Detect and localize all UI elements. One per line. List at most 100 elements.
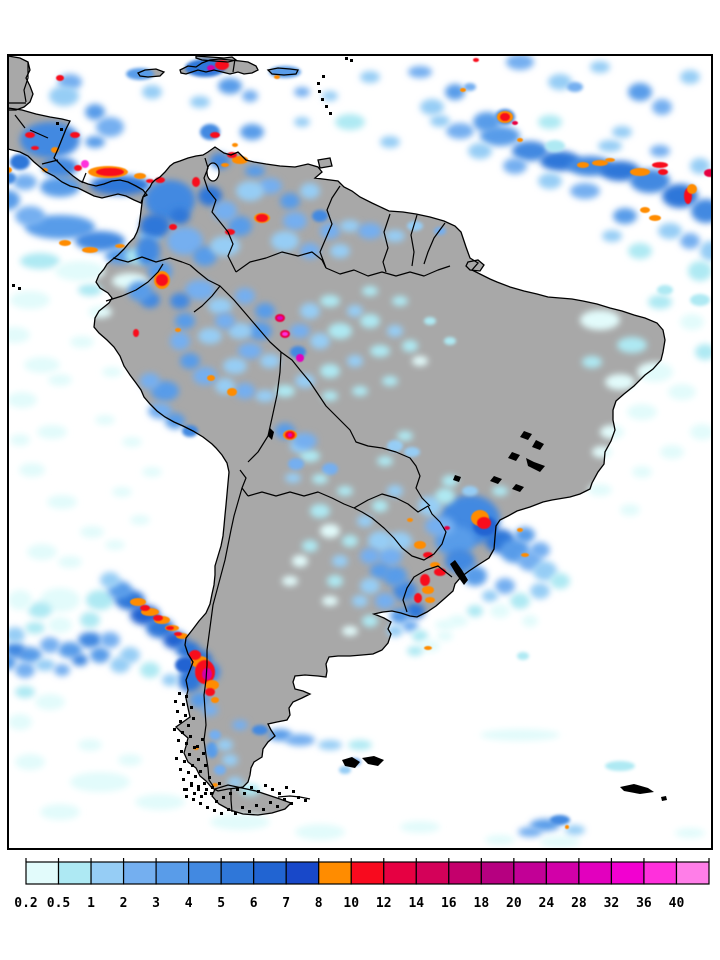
colorbar-tick-label: 36 [636, 896, 652, 911]
precip-extreme-cell [424, 646, 432, 650]
precip-cell [628, 243, 652, 259]
fjord-island-speckle [236, 788, 239, 791]
colorbar-cell [155, 861, 190, 885]
fjord-island-speckle [229, 792, 232, 795]
precip-extreme-cell [221, 163, 229, 167]
south-georgia-islet [661, 796, 667, 801]
precip-cell [680, 314, 704, 330]
fjord-island-speckle [218, 782, 221, 785]
precip-cell [680, 70, 700, 84]
fjord-island-speckle [283, 798, 286, 801]
precip-extreme-cell [155, 177, 165, 183]
country-border [235, 251, 327, 273]
precip-cell [602, 230, 622, 242]
country-border [325, 265, 451, 277]
precip-cell [420, 99, 444, 115]
precip-cell [467, 605, 483, 617]
fjord-island-speckle [179, 720, 182, 723]
precip-cell [538, 115, 562, 129]
precip-cell [620, 504, 640, 516]
precip-cell [218, 78, 242, 94]
colorbar-cell [188, 861, 222, 885]
colorbar: 0.2 0.5 1 2 3 4 5 6 7 8 10 12 14 16 18 20 24 28 32 36 40 [14, 858, 710, 911]
precip-cell [322, 91, 338, 101]
se-brazil-lake-5 [490, 476, 502, 484]
precip-cell [320, 223, 340, 239]
fjord-island-speckle [297, 796, 300, 799]
colorbar-tick-label: 24 [539, 896, 555, 911]
precip-cell [80, 612, 100, 628]
precip-cell [222, 754, 238, 766]
country-border [23, 62, 29, 103]
precip-cell [387, 325, 403, 337]
precip-cell [100, 632, 120, 648]
precip-cell [570, 183, 600, 199]
precip-extreme-cell [74, 165, 82, 171]
precip-cell [35, 694, 65, 710]
precip-cell [327, 575, 343, 587]
colorbar-cell [480, 861, 515, 885]
precip-cell [300, 450, 320, 462]
fjord-island-speckle [197, 758, 200, 761]
coastline-tierra-del-fuego [211, 784, 293, 816]
precip-cell [85, 136, 105, 148]
precip-cell [320, 524, 340, 538]
precip-cell [588, 484, 612, 496]
precip-cell [388, 532, 412, 550]
precip-cell [690, 424, 712, 440]
fjord-island-speckle [196, 745, 199, 748]
fjord-island-speckle [204, 764, 207, 767]
precip-cell [260, 354, 280, 368]
precip-cell [19, 463, 45, 477]
falkland-east [362, 756, 384, 766]
precip-cell [550, 573, 570, 589]
precip-extreme-cell [207, 65, 215, 71]
precip-cell [208, 298, 232, 314]
precip-cell [49, 86, 79, 106]
fjord-island-speckle [211, 786, 214, 789]
precip-cell [437, 631, 453, 641]
precip-cell [340, 220, 360, 232]
fjord-island-speckle [206, 806, 209, 809]
precip-cell [167, 227, 203, 255]
coastline-south-america [93, 146, 666, 792]
coastline-hispaniola [179, 58, 259, 75]
precip-cell [20, 122, 80, 158]
precip-cell [294, 87, 310, 97]
landmass-marajo [466, 260, 484, 271]
colorbar-tick-label: 16 [441, 896, 457, 911]
colorbar-tick-label: 1 [87, 896, 95, 911]
fjord-island-speckle [208, 776, 211, 779]
precip-cell [360, 71, 380, 83]
precip-cell [151, 381, 179, 401]
fjord-island-speckle [190, 784, 193, 787]
falkland-west [342, 757, 360, 768]
precip-cell [170, 293, 190, 309]
colorbar-cell [643, 861, 678, 885]
precip-cell [290, 324, 310, 338]
precip-cell [690, 158, 710, 174]
precip-cell [90, 647, 110, 663]
precip-extreme-cell [630, 168, 650, 176]
precip-cell [300, 183, 320, 199]
precip-cell [370, 563, 390, 579]
precip-cell [538, 173, 562, 189]
precip-extreme-cell [282, 332, 288, 336]
fjord-island-speckle [194, 775, 197, 778]
precip-cell [135, 794, 185, 810]
precip-cell [375, 593, 395, 609]
precip-cell [78, 739, 102, 751]
precip-cell [473, 112, 501, 132]
fjord-island-speckle [200, 795, 203, 798]
precip-cell [695, 344, 712, 360]
fjord-island-speckle [350, 59, 353, 62]
precip-cell [392, 296, 408, 306]
precip-cell [40, 637, 60, 653]
fjord-island-speckle [192, 798, 195, 801]
lagoa-dos-patos [450, 560, 468, 585]
precip-cell [360, 548, 380, 564]
precip-extreme-cell [210, 132, 220, 138]
precip-cell [295, 824, 345, 840]
precip-extreme-cell [407, 518, 413, 522]
precipitation-extremes-layer [8, 58, 712, 829]
